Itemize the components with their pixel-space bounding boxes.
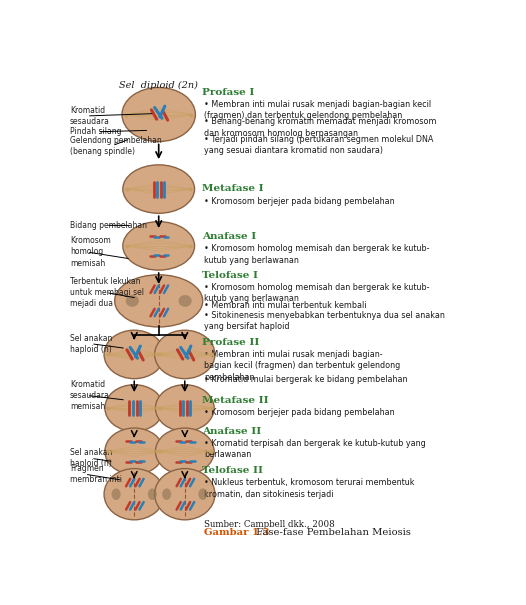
Text: Metafase I: Metafase I	[203, 185, 264, 194]
Text: Kromosom
homolog
memisah: Kromosom homolog memisah	[70, 237, 110, 267]
Text: Anafase I: Anafase I	[203, 232, 257, 241]
Text: • Kromatid mulai bergerak ke bidang pembelahan: • Kromatid mulai bergerak ke bidang pemb…	[205, 375, 408, 384]
Text: • Membran inti mulai rusak menjadi bagian-bagian kecil
(fragmen) dan terbentuk g: • Membran inti mulai rusak menjadi bagia…	[205, 100, 431, 120]
Text: Telofase I: Telofase I	[203, 271, 258, 280]
Ellipse shape	[105, 385, 164, 431]
Ellipse shape	[115, 275, 203, 327]
Text: Sel  diploid (2n): Sel diploid (2n)	[119, 80, 198, 90]
Text: Anafase II: Anafase II	[203, 427, 261, 436]
Text: Fragmen
membran inti: Fragmen membran inti	[70, 464, 122, 484]
Text: • Kromosom homolog memisah dan bergerak ke kutub-
kutub yang berlawanan: • Kromosom homolog memisah dan bergerak …	[205, 244, 430, 265]
Text: • Kromosom berjejer pada bidang pembelahan: • Kromosom berjejer pada bidang pembelah…	[205, 197, 395, 206]
Ellipse shape	[126, 295, 139, 307]
Text: Telofase II: Telofase II	[203, 466, 264, 476]
Text: Kromatid
sesaudara: Kromatid sesaudara	[70, 106, 110, 126]
Ellipse shape	[123, 221, 195, 270]
Text: • Sitokinenesis menyebabkan terbentuknya dua sel anakan
yang bersifat haploid: • Sitokinenesis menyebabkan terbentuknya…	[205, 311, 445, 332]
Text: Gambar 1.3: Gambar 1.3	[205, 528, 270, 537]
Ellipse shape	[198, 488, 207, 500]
Text: Profase I: Profase I	[203, 88, 255, 97]
Text: Sel anakan
haploid (n): Sel anakan haploid (n)	[70, 334, 112, 354]
Ellipse shape	[148, 488, 157, 500]
Text: • Membran inti mulai rusak menjadi bagian-
bagian kecil (fragmen) dan terbentuk : • Membran inti mulai rusak menjadi bagia…	[205, 350, 401, 382]
Ellipse shape	[104, 469, 165, 520]
Text: Sumber: Campbell dkk., 2008: Sumber: Campbell dkk., 2008	[204, 520, 335, 529]
Text: • Kromosom homolog memisah dan bergerak ke kutub-
kutub yang berlawanan: • Kromosom homolog memisah dan bergerak …	[205, 283, 430, 303]
Text: Kromatid
sesaudara
memisah: Kromatid sesaudara memisah	[70, 380, 110, 411]
Text: Pindah silang: Pindah silang	[70, 127, 122, 136]
Text: • Nukleus terbentuk, kromosom terurai membentuk
kromatin, dan sitokinesis terjad: • Nukleus terbentuk, kromosom terurai me…	[205, 479, 415, 499]
Ellipse shape	[178, 295, 191, 307]
Ellipse shape	[112, 488, 120, 500]
Text: Gelendong pembelahan
(benang spindle): Gelendong pembelahan (benang spindle)	[70, 136, 161, 156]
Ellipse shape	[155, 330, 215, 379]
Ellipse shape	[104, 330, 165, 379]
Text: Profase II: Profase II	[203, 338, 260, 347]
Ellipse shape	[155, 469, 215, 520]
Ellipse shape	[105, 428, 164, 475]
Text: Sel anakan
haploid (n): Sel anakan haploid (n)	[70, 448, 112, 468]
Ellipse shape	[162, 488, 171, 500]
Ellipse shape	[156, 385, 214, 431]
Text: • Terjadi pindah silang (pertukaran segmen molekul DNA
yang sesuai diantara krom: • Terjadi pindah silang (pertukaran segm…	[205, 135, 434, 155]
Text: • Benang-benang kromatin memadat menjadi kromosom
dan kromosom homolog berpasang: • Benang-benang kromatin memadat menjadi…	[205, 117, 437, 137]
Ellipse shape	[123, 165, 195, 214]
Text: Terbentuk lekukan
untuk membagi sel
mejadi dua: Terbentuk lekukan untuk membagi sel meja…	[70, 277, 144, 308]
Text: Metafase II: Metafase II	[203, 396, 269, 405]
Ellipse shape	[156, 428, 214, 475]
Ellipse shape	[122, 88, 195, 142]
Text: • Membran inti mulai terbentuk kembali: • Membran inti mulai terbentuk kembali	[205, 301, 367, 310]
Text: Bidang pembelahan: Bidang pembelahan	[70, 221, 147, 230]
Text: • Kromatid terpisah dan bergerak ke kutub-kutub yang
berlawanan: • Kromatid terpisah dan bergerak ke kutu…	[205, 439, 426, 459]
Text: Fase-fase Pembelahan Meiosis: Fase-fase Pembelahan Meiosis	[254, 528, 411, 537]
Text: • Kromosom berjejer pada bidang pembelahan: • Kromosom berjejer pada bidang pembelah…	[205, 408, 395, 417]
